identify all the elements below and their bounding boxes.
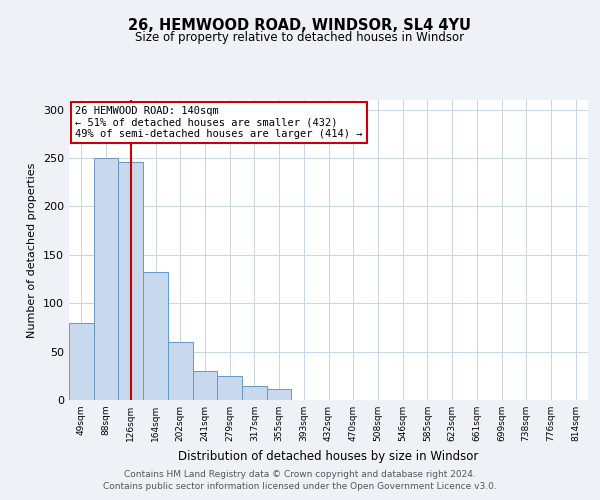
Bar bbox=[143, 272, 168, 400]
Bar bbox=[69, 322, 94, 400]
Bar bbox=[118, 162, 143, 400]
Text: 26 HEMWOOD ROAD: 140sqm
← 51% of detached houses are smaller (432)
49% of semi-d: 26 HEMWOOD ROAD: 140sqm ← 51% of detache… bbox=[75, 106, 362, 139]
Bar bbox=[168, 342, 193, 400]
X-axis label: Distribution of detached houses by size in Windsor: Distribution of detached houses by size … bbox=[178, 450, 479, 462]
Bar bbox=[242, 386, 267, 400]
Text: Size of property relative to detached houses in Windsor: Size of property relative to detached ho… bbox=[136, 31, 464, 44]
Bar bbox=[217, 376, 242, 400]
Text: 26, HEMWOOD ROAD, WINDSOR, SL4 4YU: 26, HEMWOOD ROAD, WINDSOR, SL4 4YU bbox=[128, 18, 472, 32]
Bar bbox=[267, 390, 292, 400]
Text: Contains public sector information licensed under the Open Government Licence v3: Contains public sector information licen… bbox=[103, 482, 497, 491]
Y-axis label: Number of detached properties: Number of detached properties bbox=[28, 162, 37, 338]
Bar bbox=[94, 158, 118, 400]
Text: Contains HM Land Registry data © Crown copyright and database right 2024.: Contains HM Land Registry data © Crown c… bbox=[124, 470, 476, 479]
Bar bbox=[193, 371, 217, 400]
